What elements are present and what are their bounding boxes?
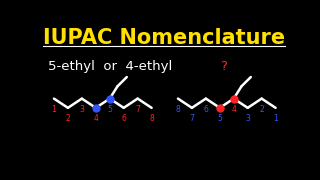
Text: 1: 1 [52, 105, 56, 114]
Text: 3: 3 [79, 105, 84, 114]
Text: 1: 1 [273, 114, 278, 123]
Text: 5-ethyl  or  4-ethyl: 5-ethyl or 4-ethyl [48, 60, 172, 73]
Text: 2: 2 [66, 114, 70, 123]
Text: IUPAC Nomenclature: IUPAC Nomenclature [43, 28, 285, 48]
Text: 4: 4 [231, 105, 236, 114]
Text: 7: 7 [189, 114, 194, 123]
Text: 8: 8 [176, 105, 180, 114]
Text: 6: 6 [204, 105, 208, 114]
Text: 5: 5 [217, 114, 222, 123]
Text: 7: 7 [135, 105, 140, 114]
Text: 2: 2 [259, 105, 264, 114]
Text: 5: 5 [107, 105, 112, 114]
Text: 3: 3 [245, 114, 250, 123]
Text: 4: 4 [93, 114, 98, 123]
Text: 8: 8 [149, 114, 154, 123]
Text: ?: ? [220, 60, 227, 73]
Text: 6: 6 [121, 114, 126, 123]
